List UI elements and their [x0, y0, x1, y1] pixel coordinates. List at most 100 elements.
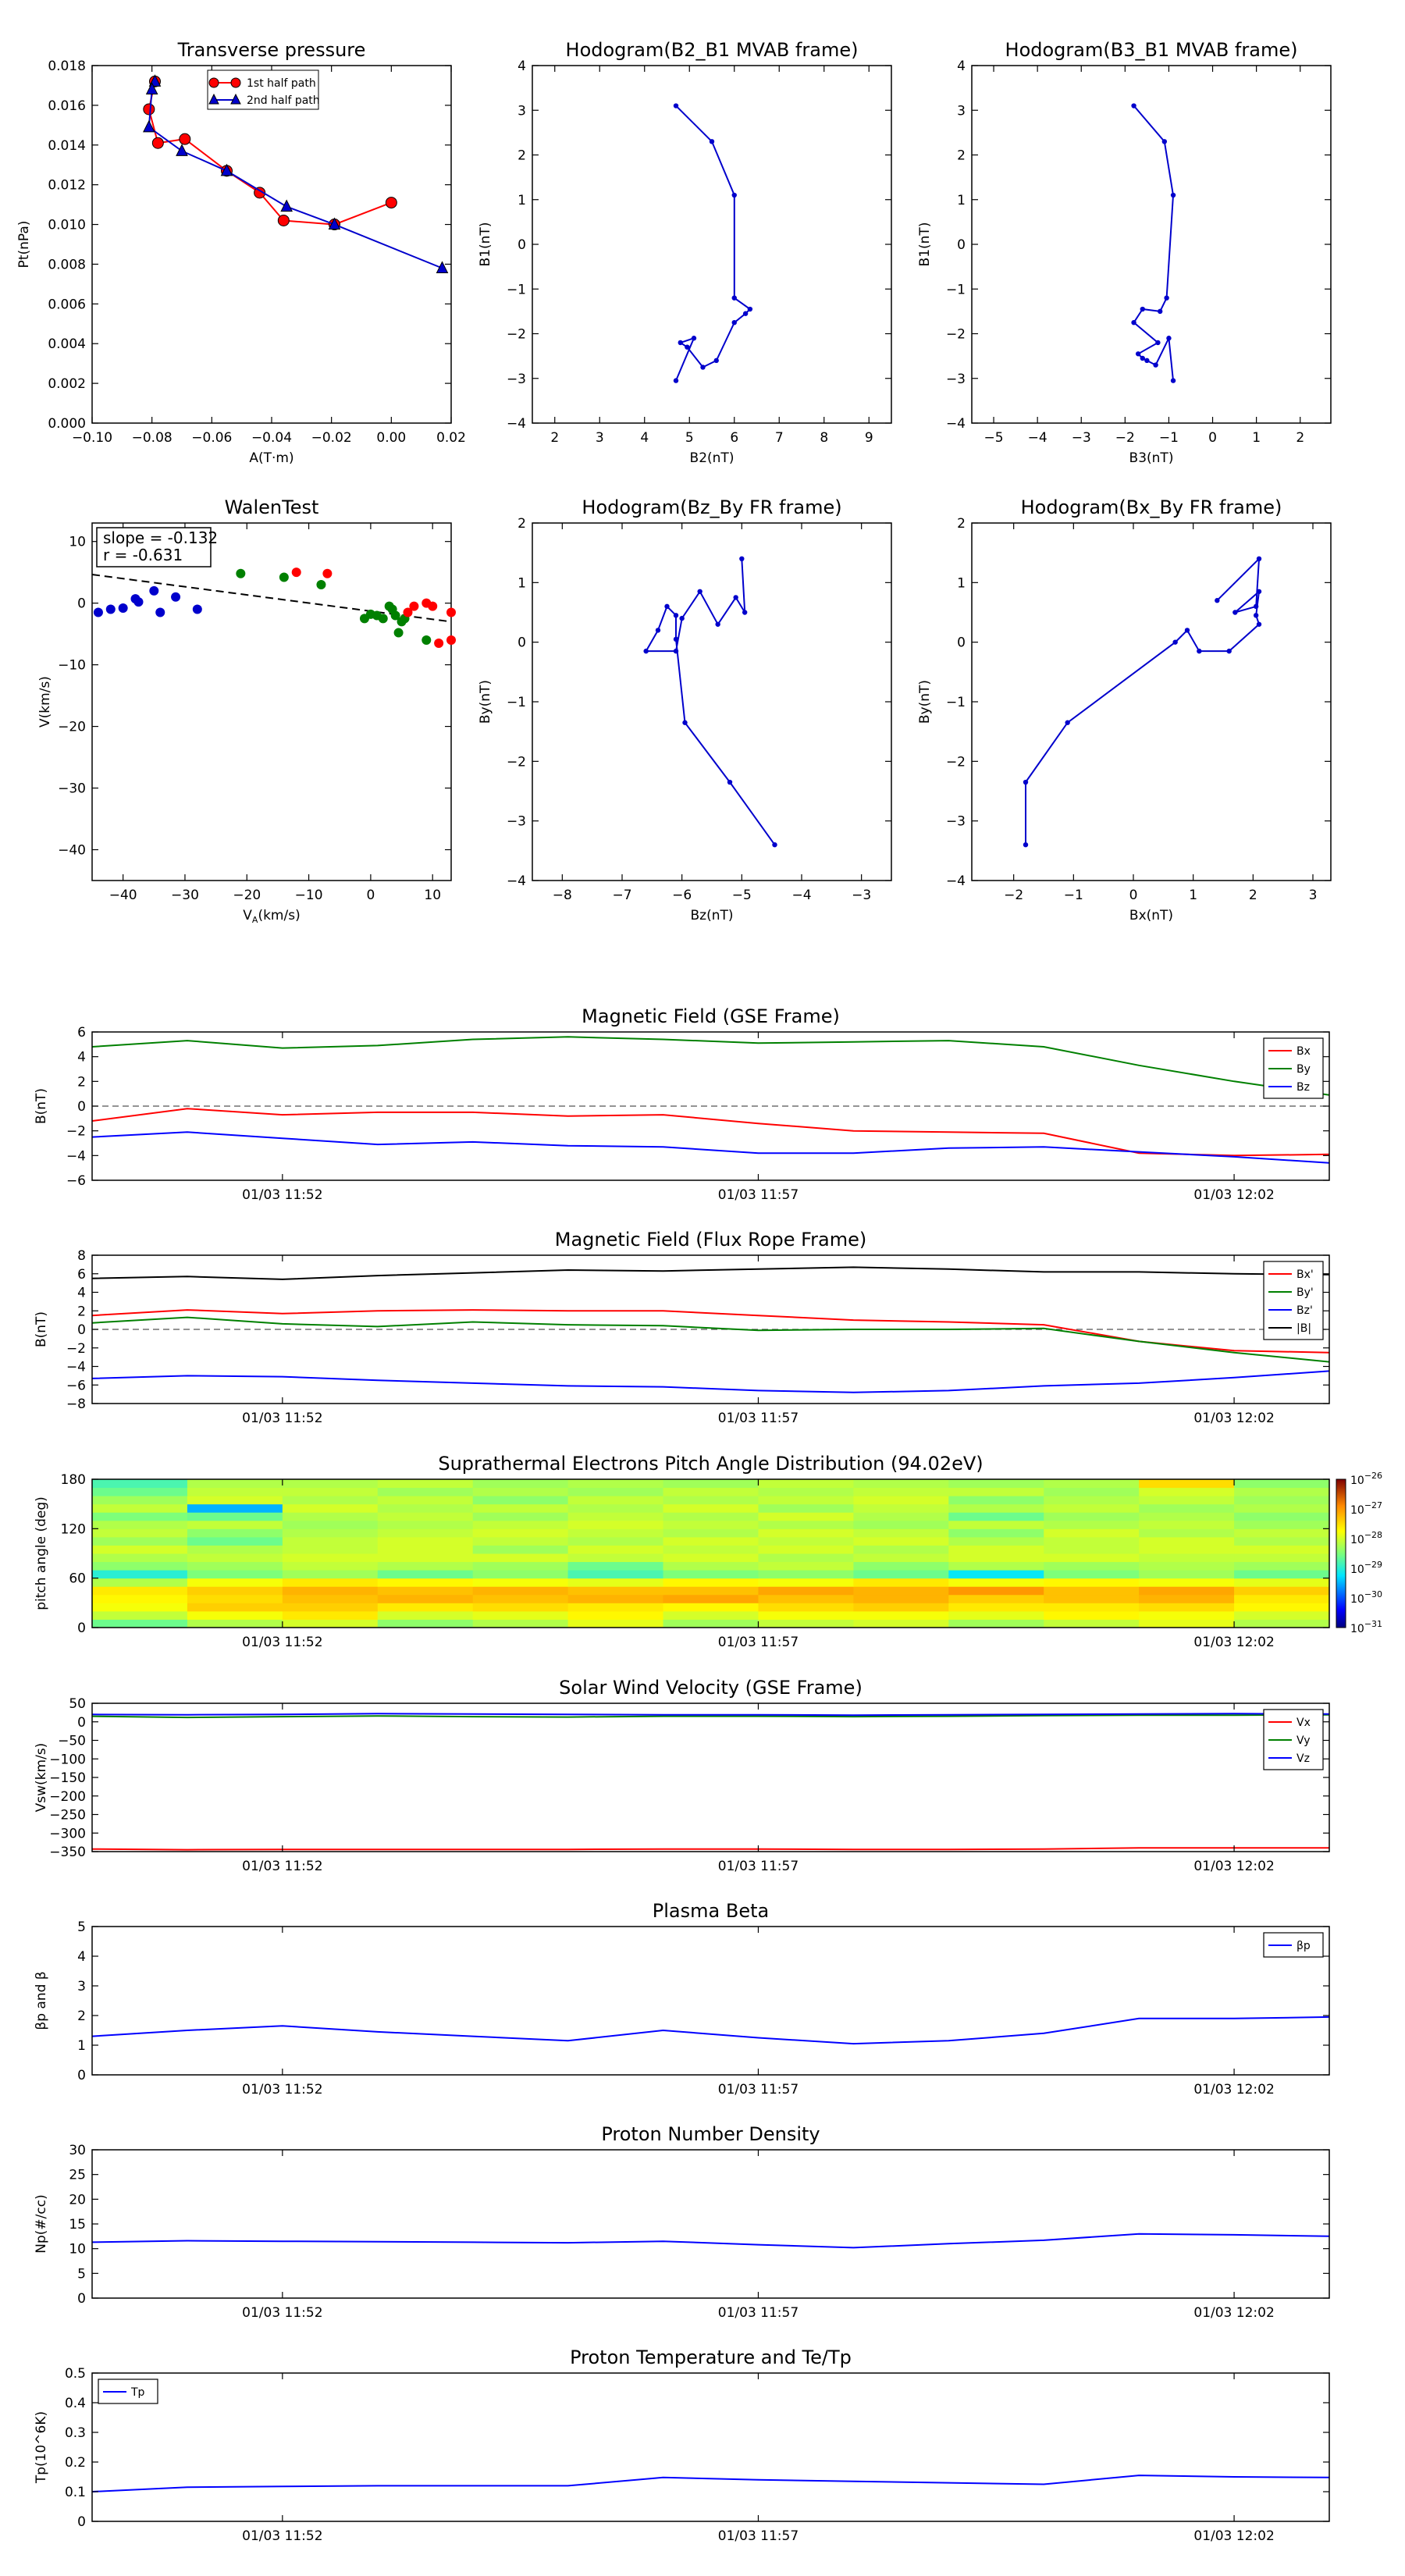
y-tick-label: 0: [518, 237, 526, 253]
chart-title: Hodogram(Bz_By FR frame): [582, 496, 841, 518]
heatmap-cell: [282, 1553, 379, 1563]
y-tick-label: 1: [518, 193, 526, 208]
y-tick-label: 6: [77, 1267, 86, 1283]
y-tick-label: −3: [946, 372, 966, 387]
data-point: [1023, 779, 1029, 785]
heatmap-cell: [282, 1487, 379, 1496]
x-tick-label: −0.06: [191, 430, 232, 446]
data-point: [254, 187, 266, 199]
plot-frame: [91, 2372, 1330, 2522]
x-tick-label: 1: [1252, 430, 1261, 446]
y-tick-label: 2: [518, 148, 526, 164]
heatmap-cell: [948, 1536, 1044, 1546]
x-tick-label: −0.10: [72, 430, 112, 446]
chart-title: Proton Temperature and Te/Tp: [570, 2347, 852, 2368]
heatmap-cell: [472, 1528, 569, 1538]
y-tick-label: 20: [69, 2192, 86, 2208]
y-tick-label: 0: [77, 2068, 86, 2083]
x-tick-label: 2: [1296, 430, 1304, 446]
x-tick-label: 01/03 12:02: [1193, 2528, 1274, 2544]
y-tick-label: 0.002: [48, 376, 86, 392]
series-line: [675, 105, 752, 381]
x-tick-label: 01/03 11:57: [718, 1187, 799, 1203]
data-point: [713, 358, 719, 364]
heatmap-cell: [1139, 1578, 1235, 1587]
data-point: [731, 295, 737, 301]
heatmap-cell: [282, 1619, 379, 1628]
legend-marker: [230, 77, 241, 88]
heatmap-cell: [853, 1528, 949, 1538]
heatmap-cell: [567, 1512, 664, 1521]
heatmap-cell: [1139, 1512, 1235, 1521]
data-point: [1023, 842, 1029, 848]
heatmap-cell: [853, 1553, 949, 1563]
heatmap-cell: [187, 1479, 283, 1489]
series-line: [1025, 557, 1261, 845]
heatmap-cell: [377, 1594, 474, 1603]
heatmap-cell: [1234, 1561, 1330, 1571]
y-axis-label: By(nT): [917, 680, 933, 724]
y-tick-label: 2: [77, 1304, 86, 1319]
heatmap-cell: [1234, 1586, 1330, 1596]
chart-mfgse: Magnetic Field (GSE Frame) 01/03 11:52 01/…: [34, 1005, 1330, 1203]
heatmap-cell: [187, 1512, 283, 1521]
heatmap-cell: [1234, 1603, 1330, 1612]
heatmap-cell: [758, 1479, 854, 1489]
heatmap-cell: [663, 1619, 759, 1628]
heatmap-cell: [853, 1570, 949, 1579]
heatmap-cell: [1234, 1496, 1330, 1505]
heatmap-cell: [663, 1570, 759, 1579]
heatmap-cell: [853, 1512, 949, 1521]
heatmap-cell: [853, 1610, 949, 1620]
heatmap-cell: [1234, 1503, 1330, 1513]
chart-title: Suprathermal Electrons Pitch Angle Distr…: [438, 1453, 983, 1475]
heatmap-cell: [567, 1520, 664, 1529]
series-line: [91, 1131, 1330, 1164]
data-point: [643, 648, 649, 654]
plot-frame: [91, 2149, 1330, 2299]
x-tick-label: −8: [553, 888, 572, 903]
data-point: [1166, 336, 1172, 341]
series-line: [91, 1316, 1330, 1363]
heatmap-cell: [567, 1487, 664, 1496]
y-tick-label: −2: [66, 1341, 86, 1357]
heatmap-cell: [948, 1570, 1044, 1579]
heatmap-cell: [567, 1479, 664, 1489]
plot-frame: [971, 65, 1332, 424]
data-point: [1184, 628, 1190, 633]
y-tick-label: −1: [507, 282, 526, 297]
data-point: [291, 568, 301, 578]
chart-np: Proton Number Density 01/03 11:52 01/03 11…: [34, 2123, 1330, 2321]
heatmap-cell: [472, 1479, 569, 1489]
y-tick-label: −40: [58, 843, 86, 859]
heatmap-cell: [1139, 1536, 1235, 1546]
heatmap-cell: [758, 1553, 854, 1563]
y-tick-label: −2: [66, 1124, 86, 1140]
heatmap-cell: [948, 1496, 1044, 1505]
data-point: [1256, 589, 1262, 594]
annotation-r: r = -0.631: [103, 546, 183, 564]
chart-title: Magnetic Field (Flux Rope Frame): [555, 1229, 866, 1251]
data-point: [731, 319, 737, 326]
y-tick-label: 3: [518, 103, 526, 119]
heatmap-cell: [472, 1545, 569, 1554]
colorbar: [1336, 1478, 1346, 1628]
chart-title: Plasma Beta: [653, 1900, 769, 1922]
series-line: [91, 1309, 1330, 1354]
y-tick-label: −4: [946, 873, 966, 889]
x-tick-label: −40: [109, 888, 137, 903]
data-point: [1215, 598, 1220, 603]
chart-h3: Hodogram(Bz_By FR frame) −8 −7 −6 −5 −4 −3 −4 −3…: [478, 496, 892, 923]
heatmap-cell: [377, 1610, 474, 1620]
chart-title: Hodogram(B3_B1 MVAB frame): [1005, 39, 1298, 61]
y-tick-label: 0: [77, 2514, 86, 2530]
y-axis-label: Pt(nPa): [16, 221, 32, 269]
data-point: [155, 607, 165, 617]
data-point: [328, 217, 341, 230]
data-point: [1253, 603, 1259, 610]
heatmap-cell: [377, 1479, 474, 1489]
x-tick-label: 2: [1249, 888, 1257, 903]
data-point: [93, 607, 103, 617]
x-tick-label: 01/03 12:02: [1193, 2305, 1274, 2321]
